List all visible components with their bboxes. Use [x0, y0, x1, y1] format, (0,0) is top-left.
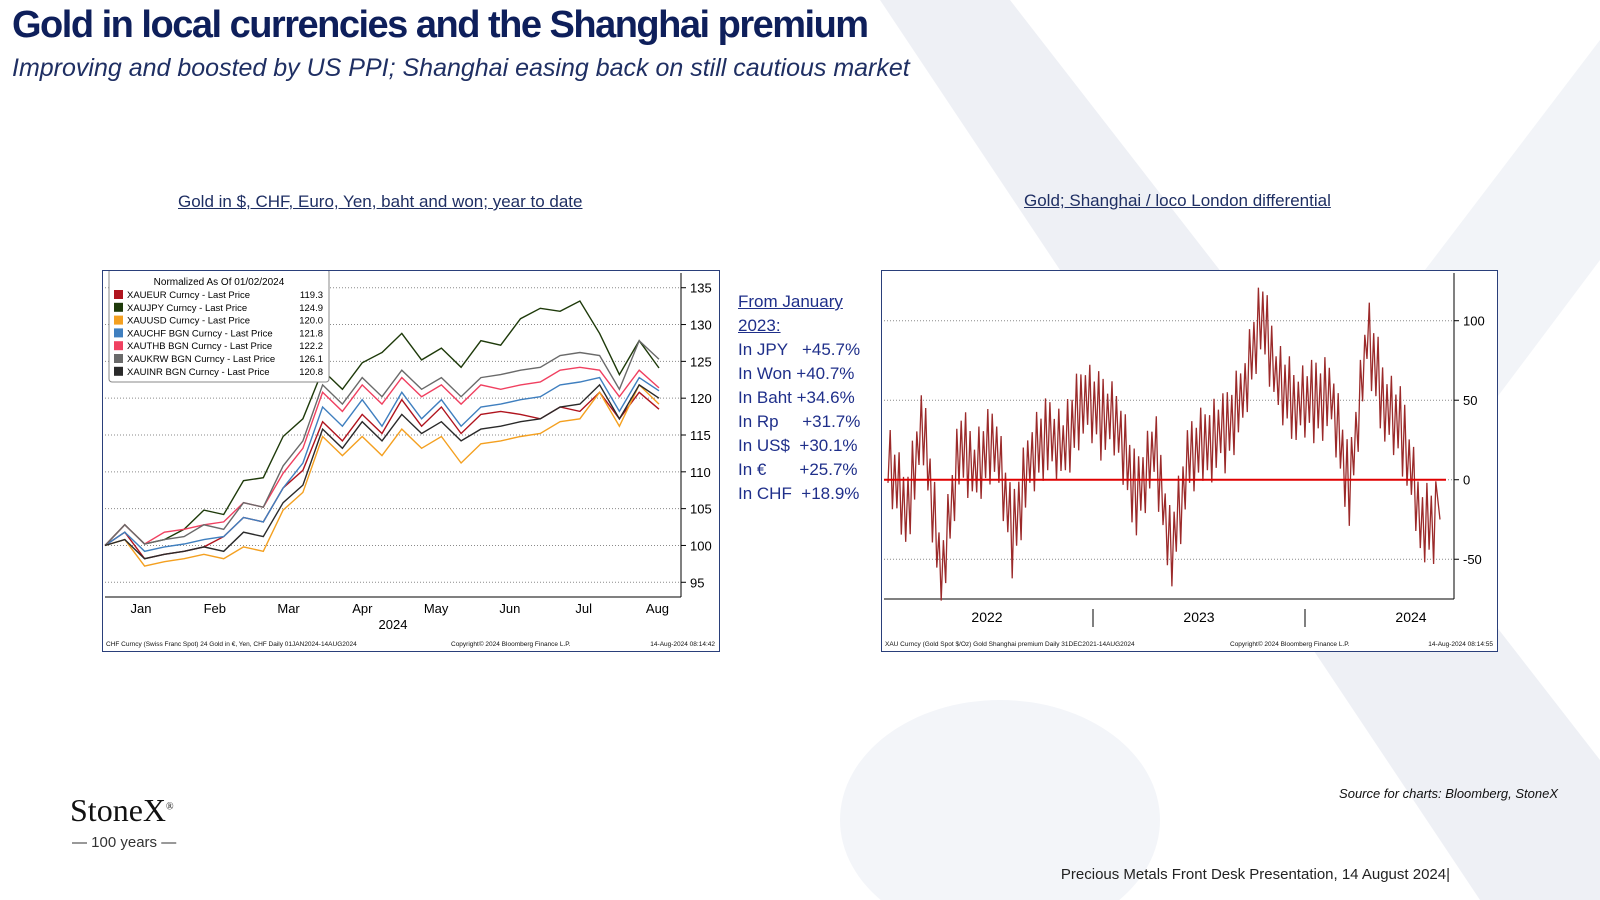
series-line: [104, 300, 660, 546]
legend-swatch: [114, 341, 123, 351]
legend-last-value: 120.8: [299, 367, 323, 378]
chart-footer-right: 14-Aug-2024 08:14:42: [650, 641, 715, 648]
y-tick-label: 105: [690, 502, 712, 517]
y-tick-label: 50: [1463, 393, 1477, 408]
x-tick-label: 2022: [971, 609, 1002, 625]
y-tick-label: 95: [690, 575, 704, 590]
x-tick-label: Apr: [352, 601, 373, 616]
right-chart-heading: Gold; Shanghai / loco London differentia…: [1024, 191, 1331, 210]
chart-source: Source for charts: Bloomberg, StoneX: [1339, 786, 1558, 801]
x-tick-label: Mar: [277, 601, 300, 616]
x-tick-label: Feb: [204, 601, 226, 616]
x-tick-label: Aug: [646, 601, 669, 616]
y-tick-label: 100: [690, 538, 712, 553]
y-tick-label: 0: [1463, 473, 1470, 488]
page-subtitle: Improving and boosted by US PPI; Shangha…: [12, 54, 910, 82]
x-tick-label: 2024: [1395, 609, 1426, 625]
y-tick-label: 100: [1463, 314, 1485, 329]
stats-heading-2: 2023:: [738, 316, 781, 335]
logo-tagline: — 100 years —: [72, 834, 177, 851]
legend-swatch: [114, 354, 123, 363]
legend-last-value: 126.1: [299, 354, 323, 365]
page-title: Gold in local currencies and the Shangha…: [12, 4, 869, 46]
legend-label: XAUTHB BGN Curncy - Last Price: [127, 341, 272, 352]
stonex-logo: StoneX®: [70, 792, 174, 829]
footer-text: Precious Metals Front Desk Presentation,…: [1060, 866, 1450, 883]
y-tick-label: 125: [690, 354, 712, 369]
left-chart-heading: Gold in $, CHF, Euro, Yen, baht and won;…: [178, 192, 583, 211]
legend-swatch: [114, 366, 123, 376]
stat-row: In Baht +34.6%: [738, 388, 855, 407]
x-tick-label: Jun: [499, 601, 520, 616]
x-year-label: 2024: [379, 617, 408, 632]
y-tick-label: 130: [690, 318, 712, 333]
stat-row: In US$ +30.1%: [738, 436, 858, 455]
chart-footer-left: CHF Curncy (Swiss Franc Spot) 24 Gold in…: [106, 641, 357, 648]
stat-row: In € +25.7%: [738, 460, 858, 479]
legend-label: XAUJPY Curncy - Last Price: [127, 303, 247, 314]
legend-label: XAUINR BGN Curncy - Last Price: [127, 367, 270, 378]
stat-row: In JPY +45.7%: [738, 340, 861, 359]
y-tick-label: 120: [690, 391, 712, 406]
right-chart-svg: -50 0 50 100 2022 2023 2024 XAU Curncy (Gold Sp…: [884, 273, 1493, 648]
legend-last-value: 121.8: [299, 328, 323, 339]
legend-title: Normalized As Of 01/02/2024: [154, 277, 285, 288]
series-line: [104, 339, 660, 546]
stat-row: In CHF +18.9%: [738, 484, 860, 503]
premium-line: [887, 287, 1441, 601]
left-chart-svg: 95 100 105 110 115 120 125 130 135 Jan Feb Mar Apr Ma…: [104, 268, 715, 648]
performance-stats: From January 2023: In JPY +45.7% In Won …: [738, 290, 860, 506]
legend-last-value: 120.0: [299, 316, 323, 327]
y-tick-label: -50: [1463, 552, 1482, 567]
chart-footer-right: 14-Aug-2024 08:14:55: [1428, 641, 1493, 648]
chart-footer-mid: Copyright© 2024 Bloomberg Finance L.P.: [451, 640, 571, 648]
legend-swatch: [114, 328, 123, 338]
x-tick-label: Jul: [575, 601, 592, 616]
right-chart: -50 0 50 100 2022 2023 2024 XAU Curncy (Gold Sp…: [881, 270, 1498, 652]
logo-name: StoneX: [70, 792, 166, 828]
chart-footer-left: XAU Curncy (Gold Spot $/Oz) Gold Shangha…: [885, 641, 1135, 648]
legend-last-value: 124.9: [299, 303, 323, 314]
left-chart: 95 100 105 110 115 120 125 130 135 Jan Feb Mar Apr Ma…: [102, 268, 720, 652]
series-line: [104, 376, 660, 553]
series-line: [104, 366, 660, 546]
legend-last-value: 119.3: [300, 290, 323, 301]
y-tick-label: 115: [690, 428, 711, 443]
y-tick-label: 135: [690, 281, 712, 296]
legend-swatch: [114, 315, 123, 325]
x-tick-label: Jan: [131, 601, 152, 616]
x-tick-label: May: [424, 601, 449, 616]
legend-swatch: [114, 302, 123, 312]
logo-mark: ®: [166, 801, 174, 813]
stats-heading-1: From January: [738, 292, 843, 311]
x-tick-label: 2023: [1183, 609, 1214, 625]
chart-legend: Normalized As Of 01/02/2024 XAUEUR Curncy…: [108, 268, 330, 383]
series-line: [104, 383, 660, 560]
legend-swatch: [114, 290, 123, 299]
legend-label: XAUCHF BGN Curncy - Last Price: [127, 328, 273, 339]
series-line: [104, 383, 660, 567]
legend-label: XAUKRW BGN Curncy - Last Price: [127, 354, 275, 365]
chart-footer-mid: Copyright© 2024 Bloomberg Finance L.P.: [1230, 640, 1350, 648]
stat-row: In Won +40.7%: [738, 364, 855, 383]
y-tick-label: 110: [690, 465, 711, 480]
legend-label: XAUEUR Curncy - Last Price: [127, 290, 250, 301]
legend-label: XAUUSD Curncy - Last Price: [127, 316, 250, 327]
legend-last-value: 122.2: [299, 341, 323, 352]
stat-row: In Rp +31.7%: [738, 412, 861, 431]
